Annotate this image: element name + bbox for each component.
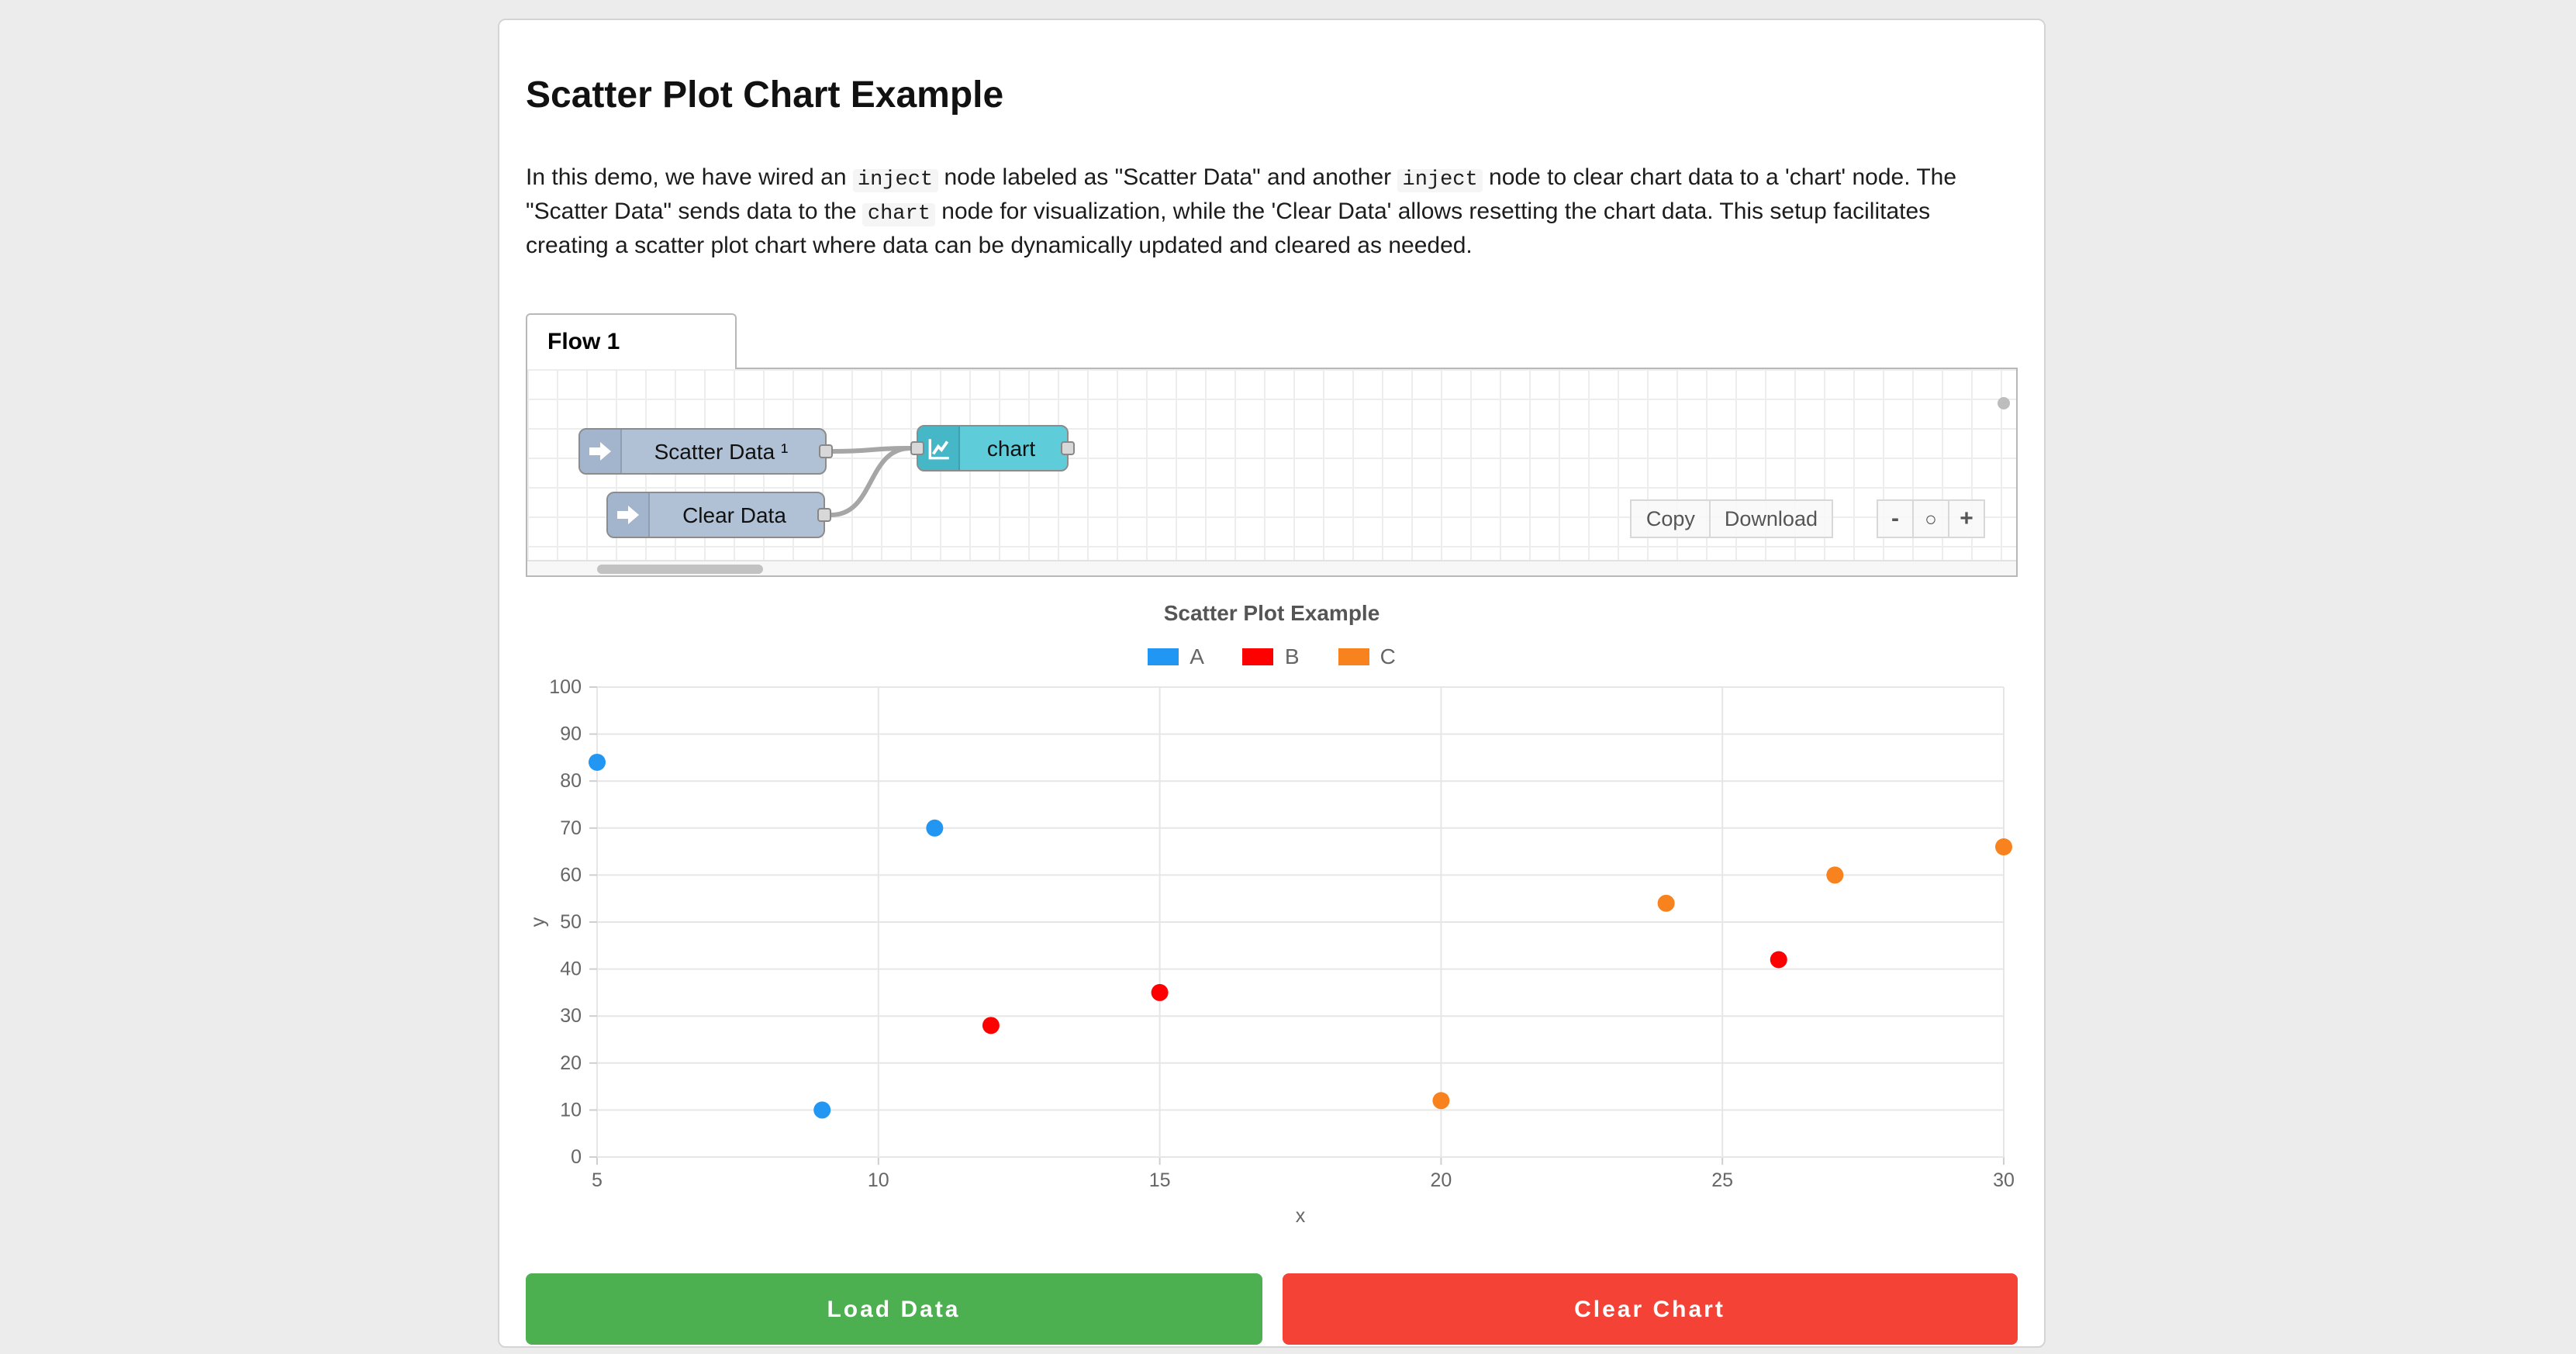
y-tick-label: 100 <box>549 676 582 698</box>
output-port[interactable] <box>1061 441 1075 455</box>
intro-text-segment: node for visualization, while the 'Clear… <box>526 199 1931 259</box>
horizontal-scroll-track <box>527 560 2016 575</box>
copy-button[interactable]: Copy <box>1630 499 1711 538</box>
data-point-B[interactable] <box>1151 983 1169 1001</box>
data-point-C[interactable] <box>1995 838 2012 856</box>
y-tick-label: 60 <box>560 864 582 886</box>
chart-title: Scatter Plot Example <box>1163 600 1380 625</box>
output-port[interactable] <box>817 508 831 522</box>
wire <box>829 446 913 517</box>
y-tick-label: 70 <box>560 817 582 839</box>
legend-entry-B[interactable]: B <box>1242 644 1300 668</box>
y-tick-label: 90 <box>560 724 582 745</box>
intro-text-segment: node labeled as "Scatter Data" and anoth… <box>938 164 1398 191</box>
inject-arrow-icon <box>608 493 650 537</box>
flow-tab[interactable]: Flow 1 <box>526 313 737 369</box>
flow-node-label: chart <box>986 436 1036 461</box>
vertical-scroll-thumb[interactable] <box>1998 397 2010 409</box>
intro-text-segment: node to clear chart data to a 'chart' no… <box>526 164 1957 225</box>
x-tick-label: 30 <box>1993 1169 2015 1191</box>
zoom-out-button[interactable]: - <box>1877 499 1914 538</box>
x-tick-label: 25 <box>1711 1169 1733 1191</box>
flow-node-chart[interactable]: chart <box>910 425 1075 471</box>
load-data-button[interactable]: Load Data <box>526 1273 1262 1345</box>
legend-swatch <box>1242 648 1274 665</box>
flow-node-clear[interactable]: Clear Data <box>606 492 831 538</box>
y-tick-label: 30 <box>560 1005 582 1027</box>
chart-section: Scatter Plot Example A B C 5 10 15 20 25 30 0 10 2… <box>526 588 2018 1253</box>
data-point-C[interactable] <box>1432 1092 1450 1110</box>
flow-canvas[interactable]: Copy Download - ○ + Scatter Data ¹ Clear … <box>526 368 2018 577</box>
inline-code: inject <box>852 169 938 192</box>
data-point-C[interactable] <box>1826 866 1844 884</box>
y-tick-label: 20 <box>560 1052 582 1074</box>
flow-node-label: Clear Data <box>682 503 786 527</box>
y-tick-label: 50 <box>560 911 582 933</box>
data-point-B[interactable] <box>1770 951 1787 969</box>
y-tick-label: 10 <box>560 1099 582 1121</box>
zoom-in-button[interactable]: + <box>1948 499 1985 538</box>
y-tick-label: 80 <box>560 770 582 792</box>
x-tick-label: 10 <box>868 1169 889 1191</box>
y-tick-label: 0 <box>571 1146 582 1168</box>
output-port[interactable] <box>819 444 833 458</box>
data-point-B[interactable] <box>982 1017 1000 1034</box>
data-point-A[interactable] <box>926 819 944 837</box>
legend-entry-A[interactable]: A <box>1148 644 1204 668</box>
legend-entry-C[interactable]: C <box>1338 644 1396 668</box>
inline-code: chart <box>862 203 935 226</box>
legend-swatch <box>1338 648 1369 665</box>
legend-label: C <box>1380 644 1396 668</box>
data-point-C[interactable] <box>1657 894 1675 912</box>
inject-arrow-icon <box>580 430 622 473</box>
chart-legend: A B C <box>526 644 2018 668</box>
flow-tab-label: Flow 1 <box>547 329 620 355</box>
flow-node-scatter[interactable]: Scatter Data ¹ <box>578 428 833 475</box>
content-card: Scatter Plot Chart Example In this demo,… <box>498 19 2046 1348</box>
line-chart-icon <box>918 427 960 470</box>
action-buttons: Load Data Clear Chart <box>526 1273 2018 1345</box>
scatter-plot: 5 10 15 20 25 30 0 10 20 30 40 50 60 70 80 90 100 x y <box>527 676 2015 1227</box>
zoom-controls: - ○ + <box>1877 499 1985 538</box>
flow-node-label: Scatter Data ¹ <box>654 439 789 464</box>
intro-text-segment: In this demo, we have wired an <box>526 164 853 191</box>
flow-toolbar: Copy Download <box>1630 499 1833 538</box>
y-tick-label: 40 <box>560 959 582 980</box>
legend-swatch <box>1148 648 1179 665</box>
x-tick-label: 20 <box>1430 1169 1452 1191</box>
x-tick-label: 5 <box>592 1169 603 1191</box>
legend-label: B <box>1284 644 1300 668</box>
legend-label: A <box>1190 644 1204 668</box>
clear-chart-button[interactable]: Clear Chart <box>1282 1273 2018 1345</box>
x-tick-label: 15 <box>1149 1169 1171 1191</box>
inline-code: inject <box>1397 169 1483 192</box>
flow-editor: Flow 1 Copy Download - ○ + Scatter Data … <box>526 313 2018 577</box>
zoom-reset-button[interactable]: ○ <box>1912 499 1949 538</box>
y-axis-title: y <box>527 917 549 927</box>
x-axis-title: x <box>1296 1205 1306 1227</box>
page-title: Scatter Plot Chart Example <box>526 74 1004 116</box>
input-port[interactable] <box>910 441 924 455</box>
data-point-A[interactable] <box>813 1101 831 1119</box>
wire-layer <box>829 446 913 517</box>
horizontal-scroll-thumb[interactable] <box>597 565 763 574</box>
intro-paragraph: In this demo, we have wired an inject no… <box>526 163 2018 262</box>
data-point-A[interactable] <box>589 753 606 771</box>
download-button[interactable]: Download <box>1708 499 1833 538</box>
